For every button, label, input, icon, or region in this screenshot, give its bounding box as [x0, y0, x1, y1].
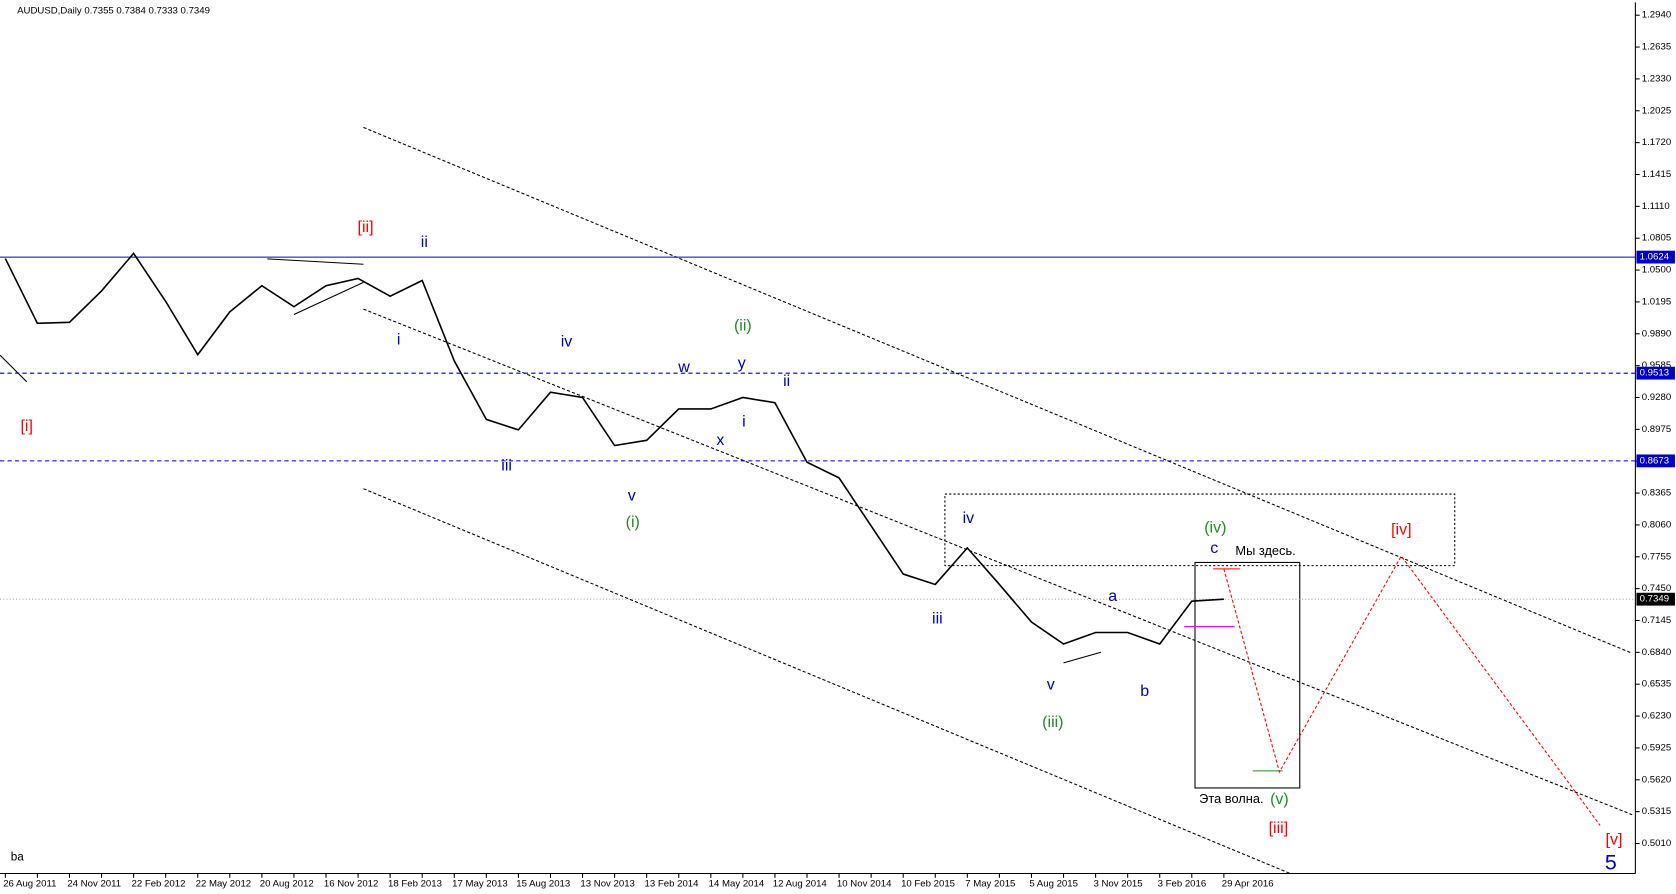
y-tick-label: 1.0195 [1642, 296, 1671, 307]
x-tick-label: 13 Feb 2014 [645, 879, 700, 890]
wave-label: [i] [20, 417, 32, 435]
triangle-bottom [293, 281, 364, 315]
drawings [0, 126, 1633, 874]
y-tick-label: 1.2025 [1642, 105, 1671, 116]
y-tick-label: 1.0805 [1642, 233, 1671, 244]
x-tick-label: 12 Aug 2014 [773, 879, 828, 890]
chart-title: AUDUSD,Daily 0.7355 0.7384 0.7333 0.7349 [17, 5, 210, 16]
y-tick-label: 1.1415 [1642, 169, 1671, 180]
x-tick-label: 22 May 2012 [196, 879, 252, 890]
level-tag [1636, 592, 1675, 606]
y-tick-label: 0.9585 [1642, 360, 1671, 371]
level-tag [1636, 454, 1675, 468]
price-line [4, 252, 1224, 645]
x-tick-label: 3 Feb 2016 [1158, 879, 1207, 890]
y-tick-label: 1.1110 [1642, 201, 1670, 212]
wave-label: [v] [1606, 831, 1623, 849]
y-tick-label: 1.2635 [1642, 42, 1671, 53]
y-tick-label: 0.5315 [1642, 806, 1671, 817]
wave-label: c [1210, 539, 1218, 557]
x-tick-label: 10 Nov 2014 [837, 879, 892, 890]
x-tick-label: 29 Apr 2016 [1222, 879, 1274, 890]
projection [1223, 555, 1601, 826]
wave-label: (ii) [734, 316, 752, 334]
wave-label: Эта волна. [1199, 791, 1263, 806]
y-tick-label: 0.9280 [1642, 392, 1671, 403]
x-tick-label: 22 Feb 2012 [131, 879, 185, 890]
y-tick-label: 0.8060 [1642, 519, 1671, 530]
x-tick-label: 10 Feb 2015 [901, 879, 955, 890]
wave-label: (i) [626, 513, 640, 531]
wave-label: x [716, 431, 724, 449]
x-tick-label: 24 Nov 2011 [67, 879, 121, 890]
x-tick-label: 7 May 2015 [965, 879, 1015, 890]
y-tick-label: 0.9890 [1642, 328, 1671, 339]
x-tick-label: 20 Aug 2012 [260, 879, 314, 890]
wave-label: (v) [1270, 790, 1289, 808]
trend-line [0, 354, 28, 383]
y-tick-label: 1.0500 [1642, 265, 1671, 276]
wave-label: v [1047, 676, 1055, 694]
x-tick-label: 14 May 2014 [709, 879, 765, 890]
x-tick-label: 18 Feb 2013 [388, 879, 442, 890]
level-label: 0.7349 [1640, 594, 1669, 605]
wave-label: v [628, 486, 636, 504]
level-tag [1636, 366, 1675, 380]
wave-label: ii [421, 233, 428, 251]
y-tick-label: 0.7755 [1642, 551, 1671, 562]
wave-label: i [397, 330, 401, 348]
y-tick-label: 0.7450 [1642, 583, 1671, 594]
wave-label: 5 [1605, 851, 1617, 875]
wave-label: i [742, 413, 746, 431]
x-tick-label: 17 May 2013 [452, 879, 508, 890]
wave-label: y [738, 354, 746, 372]
x-tick-label: 16 Nov 2012 [324, 879, 379, 890]
y-tick-label: 0.7145 [1642, 615, 1671, 626]
wave-label: iv [963, 509, 975, 527]
wave-label: [iv] [1391, 521, 1411, 539]
x-tick-label: 5 Aug 2015 [1029, 879, 1078, 890]
y-tick-label: 0.8365 [1642, 488, 1671, 499]
channel-upper [363, 126, 1633, 654]
wave-label: [ii] [358, 218, 374, 236]
y-tick-label: 1.1720 [1642, 137, 1671, 148]
y-tick-label: 0.5010 [1642, 838, 1671, 849]
corner-note: ba [11, 851, 25, 864]
wave-label: Мы здесь. [1235, 543, 1295, 558]
level-tag [1636, 250, 1675, 264]
y-tick-label: 0.5620 [1642, 774, 1671, 785]
channel-middle [363, 308, 1633, 816]
wave-label: iii [501, 456, 512, 474]
level-label: 0.8673 [1640, 455, 1669, 466]
wave-label: (iii) [1042, 713, 1063, 731]
x-tick-label: 15 Aug 2013 [516, 879, 570, 890]
wave-label: iv [561, 332, 573, 350]
level-label: 0.9513 [1640, 368, 1669, 379]
y-tick-label: 1.2940 [1642, 10, 1671, 21]
y-tick-label: 0.6535 [1642, 679, 1671, 690]
wave-box [1194, 561, 1301, 789]
wave-label: b [1140, 682, 1149, 700]
level-label: 1.0624 [1640, 252, 1670, 263]
y-tick-label: 0.6840 [1642, 647, 1671, 658]
wave-label: [iii] [1269, 819, 1289, 837]
trend-line [1063, 651, 1102, 664]
wave-label: ii [783, 372, 790, 390]
wave-label: w [677, 358, 690, 376]
y-tick-label: 1.2330 [1642, 73, 1671, 84]
wave-label: a [1108, 587, 1117, 605]
triangle-top [267, 258, 364, 265]
wave-label: (iv) [1204, 518, 1226, 536]
x-tick-label: 3 Nov 2015 [1093, 879, 1142, 890]
x-tick-label: 26 Aug 2011 [3, 879, 56, 890]
wave-label: iii [932, 609, 943, 627]
y-tick-label: 0.5925 [1642, 742, 1671, 753]
y-tick-label: 0.6230 [1642, 711, 1671, 722]
y-tick-label: 0.8975 [1642, 424, 1671, 435]
channel-lower [363, 488, 1291, 874]
x-tick-label: 13 Nov 2013 [580, 879, 634, 890]
